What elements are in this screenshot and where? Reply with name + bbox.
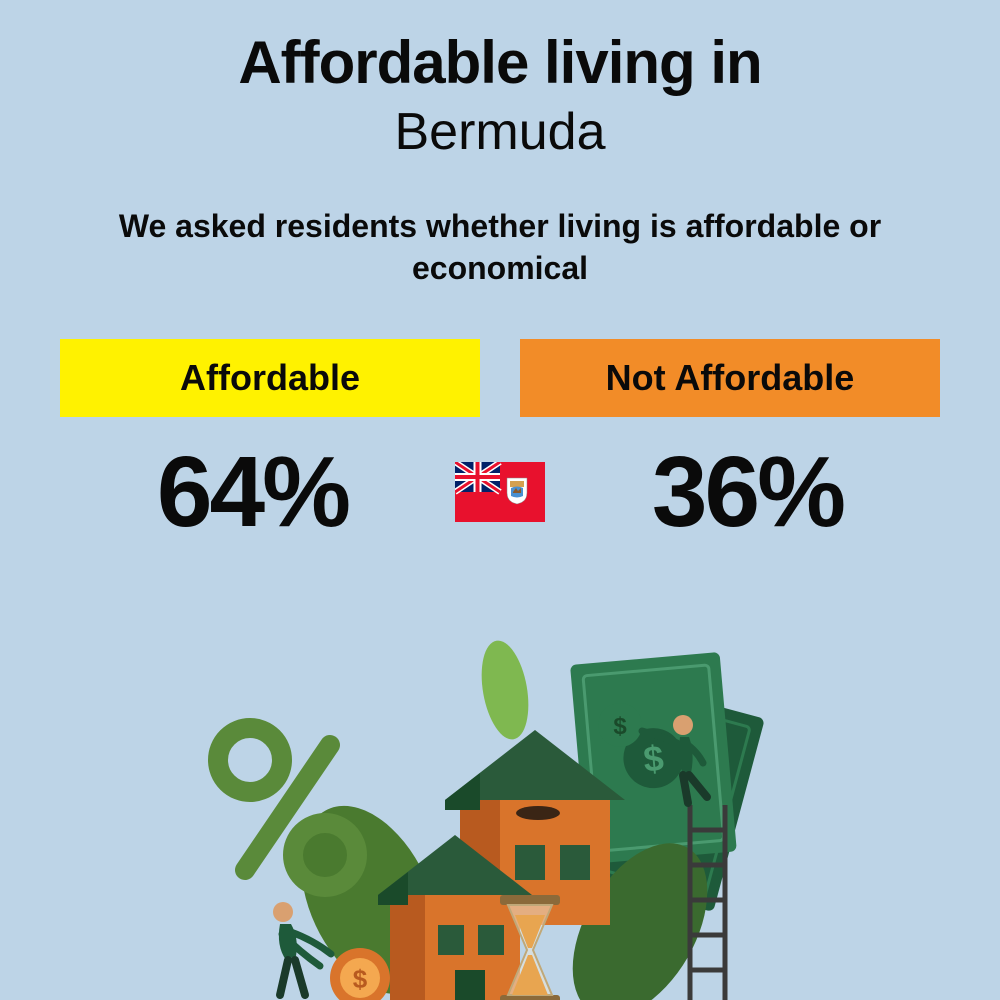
title-line-1: Affordable living in: [60, 30, 940, 96]
values-row: 64% 36%: [60, 442, 940, 542]
affordable-label: Affordable: [180, 357, 360, 398]
svg-text:$: $: [642, 737, 666, 780]
affordable-label-box: Affordable: [60, 339, 480, 417]
affordable-value: 64%: [60, 442, 445, 542]
survey-subtitle: We asked residents whether living is aff…: [60, 206, 940, 289]
not-affordable-value: 36%: [555, 442, 940, 542]
labels-row: Affordable Not Affordable: [60, 339, 940, 417]
not-affordable-label: Not Affordable: [606, 357, 855, 398]
svg-text:$: $: [353, 964, 368, 994]
svg-text:$: $: [613, 713, 627, 740]
title-line-2: Bermuda: [60, 104, 940, 161]
savings-illustration: $ $: [150, 640, 850, 1000]
bermuda-flag-icon: [455, 462, 545, 522]
not-affordable-label-box: Not Affordable: [520, 339, 940, 417]
